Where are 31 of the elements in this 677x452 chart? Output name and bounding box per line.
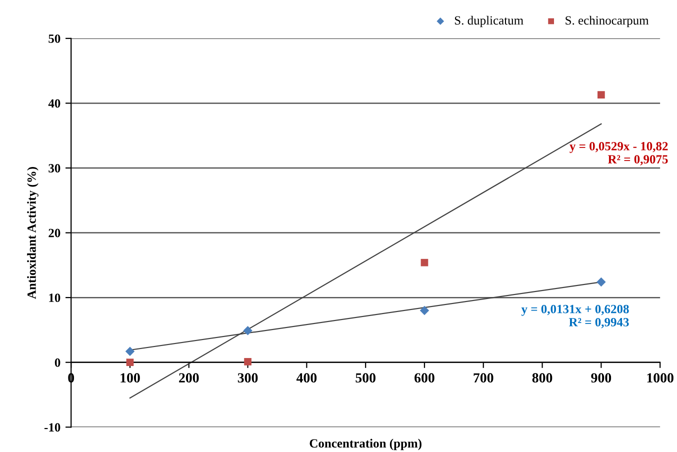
x-tick-label: 200 <box>179 373 199 383</box>
x-tick-label: 600 <box>414 373 434 383</box>
y-tick-label: 40 <box>48 99 60 108</box>
x-tick-label: 100 <box>120 373 140 383</box>
x-tick-label: 400 <box>296 373 317 383</box>
point <box>126 358 134 366</box>
y-axis-title: Antioxidant Activity (%) <box>27 167 38 299</box>
annotation: y = 0,0131x + 0,6208 R² = 0,9943 <box>521 304 629 328</box>
point <box>244 358 252 366</box>
y-tick-label: 30 <box>48 164 60 172</box>
point <box>125 346 135 356</box>
point <box>420 306 430 316</box>
y-tick-label: -10 <box>44 423 60 432</box>
point <box>243 326 252 336</box>
x-tick-label: 500 <box>356 373 376 383</box>
y-tick-label: 20 <box>48 228 60 238</box>
x-tick-label: 1000 <box>647 373 674 383</box>
y-tick-label: 50 <box>48 34 60 43</box>
x-tick-label: 800 <box>532 373 552 383</box>
point <box>596 277 606 287</box>
x-tick-label: 900 <box>591 373 612 383</box>
point <box>420 258 428 266</box>
legend-label: S. duplicatum <box>454 16 524 28</box>
x-tick-label: 300 <box>238 373 258 383</box>
point <box>598 91 605 98</box>
y-tick-label: 0 <box>54 358 60 367</box>
x-tick-label: 700 <box>474 373 494 383</box>
x-axis-title: Concentration (ppm) <box>310 438 422 450</box>
annotation: y = 0,0529x - 10,82 R² = 0,9075 <box>570 142 668 166</box>
legend-label: S. echinocarpum <box>566 16 649 28</box>
y-tick-label: 10 <box>49 294 60 302</box>
